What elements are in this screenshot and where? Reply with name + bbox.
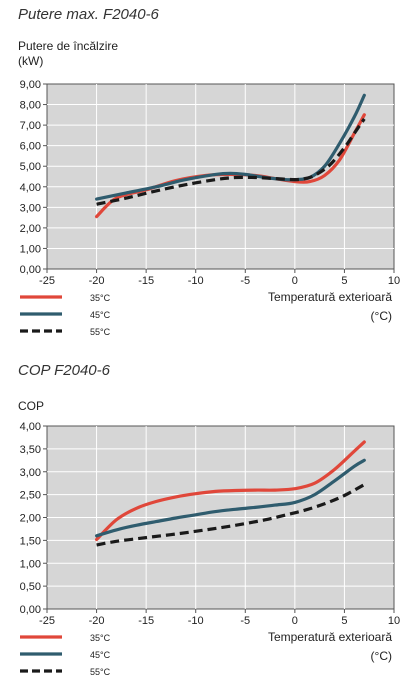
chart1-legend-label-3: 55°C bbox=[90, 327, 111, 337]
chart1-ytick-label: 6,00 bbox=[20, 141, 41, 153]
chart1-xtick-label: 5 bbox=[341, 275, 347, 287]
chart2-legend-label-3: 55°C bbox=[90, 667, 111, 677]
chart1-ytick-label: 4,00 bbox=[20, 182, 41, 194]
chart2-ytick-label: 2,00 bbox=[20, 513, 41, 525]
chart2-ytick-label: 3,00 bbox=[20, 467, 41, 479]
chart2-xtick-label: -10 bbox=[188, 615, 204, 627]
chart1-xtick-label: 0 bbox=[292, 275, 298, 287]
chart2-xtick-label: 5 bbox=[341, 615, 347, 627]
chart1-legend-label-1: 35°C bbox=[90, 293, 111, 303]
chart2-ylabel: COP bbox=[18, 399, 45, 413]
chart2-legend-label-1: 35°C bbox=[90, 633, 111, 643]
chart1-ytick-label: 8,00 bbox=[20, 100, 41, 112]
chart1-xaxis-unit: (°C) bbox=[371, 309, 392, 323]
chart1-plot-area bbox=[46, 83, 395, 270]
chart1-xtick-label: 10 bbox=[388, 275, 400, 287]
chart2-xaxis-unit: (°C) bbox=[371, 649, 392, 663]
chart2-xtick-label: -15 bbox=[138, 615, 154, 627]
chart1-xtick-label: -20 bbox=[89, 275, 105, 287]
chart1-xtick-label: -25 bbox=[39, 275, 55, 287]
chart1-ylabel-line1: Putere de încălzire bbox=[18, 39, 119, 53]
chart1-xtick-label: -5 bbox=[240, 275, 250, 287]
chart1-ytick-label: 7,00 bbox=[20, 120, 41, 132]
chart2-ytick-label: 0,50 bbox=[20, 581, 41, 593]
chart1-ytick-label: 1,00 bbox=[20, 243, 41, 255]
chart1-ylabel-line2: (kW) bbox=[18, 54, 44, 68]
chart2-ytick-label: 3,50 bbox=[20, 444, 41, 456]
chart2-xtick-label: 0 bbox=[292, 615, 298, 627]
chart1-xtick-label: -15 bbox=[138, 275, 154, 287]
chart2-xaxis-label: Temperatură exterioară bbox=[268, 630, 392, 644]
chart1-ytick-label: 5,00 bbox=[20, 161, 41, 173]
chart1-series-line-3 bbox=[96, 117, 366, 206]
chart1-xaxis-label: Temperatură exterioară bbox=[268, 290, 392, 304]
chart1-ytick-label: 2,00 bbox=[20, 223, 41, 235]
chart2-legend-label-2: 45°C bbox=[90, 650, 111, 660]
chart2-series-line-3 bbox=[96, 483, 366, 547]
chart2-series-line-1 bbox=[95, 440, 366, 542]
chart1-title: Putere max. F2040-6 bbox=[18, 6, 159, 23]
chart2-xtick-label: -25 bbox=[39, 615, 55, 627]
chart1-ytick-label: 3,00 bbox=[20, 202, 41, 214]
chart2-title: COP F2040-6 bbox=[18, 362, 110, 379]
chart1-ytick-label: 9,00 bbox=[20, 79, 41, 91]
chart2-ytick-label: 4,00 bbox=[20, 421, 41, 433]
chart2-ytick-label: 2,50 bbox=[20, 490, 41, 502]
chart2-series-line-2 bbox=[95, 458, 366, 538]
chart1-ytick-label: 0,00 bbox=[20, 264, 41, 276]
chart2-ytick-label: 0,00 bbox=[20, 604, 41, 616]
chart2-xtick-label: -20 bbox=[89, 615, 105, 627]
chart1-xtick-label: -10 bbox=[188, 275, 204, 287]
chart2-xtick-label: -5 bbox=[240, 615, 250, 627]
chart2-xtick-label: 10 bbox=[388, 615, 400, 627]
chart2-ytick-label: 1,00 bbox=[20, 558, 41, 570]
chart1-legend-label-2: 45°C bbox=[90, 310, 111, 320]
chart2-ytick-label: 1,50 bbox=[20, 535, 41, 547]
